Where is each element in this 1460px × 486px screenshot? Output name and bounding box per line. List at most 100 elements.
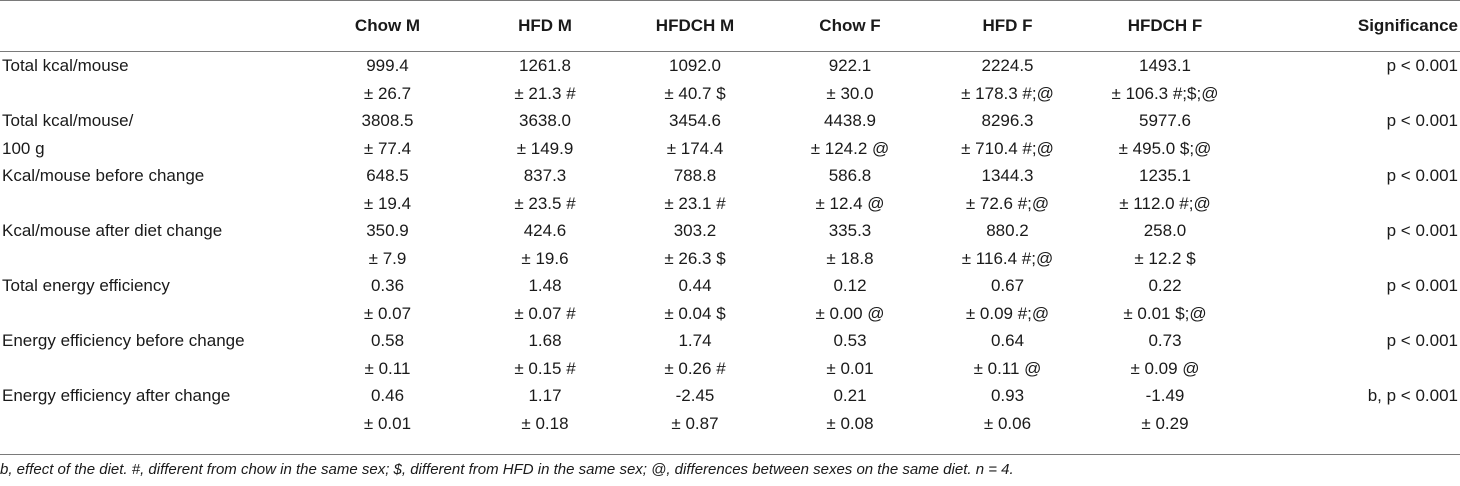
cell-sem: ± 12.4 @ xyxy=(815,193,885,213)
cell-mean: 2224.5 xyxy=(981,56,1034,75)
column-header-significance: Significance xyxy=(1357,16,1458,35)
cell-mean: 0.73 xyxy=(1148,331,1182,350)
cell-sem: ± 0.11 @ xyxy=(973,358,1042,378)
cell-mean: 8296.3 xyxy=(981,111,1034,130)
cell-sem: ± 495.0 $;@ xyxy=(1118,138,1212,158)
cell-sem: ± 0.87 xyxy=(671,413,719,433)
cell-sem: ± 0.09 #;@ xyxy=(965,303,1050,323)
row-label: Total energy efficiency xyxy=(2,276,170,295)
row-label: Total kcal/mouse xyxy=(2,56,129,75)
table-row-sem: 100 g ± 77.4 ± 149.9 ± 174.4 ± 124.2 @ ± 710.… xyxy=(0,135,1460,163)
cell-mean: 0.53 xyxy=(833,331,867,350)
column-header-chow-f: Chow F xyxy=(819,16,881,35)
row-label xyxy=(0,245,305,273)
column-header-hfdch-m: HFDCH M xyxy=(655,16,735,35)
cell-sem: ± 30.0 xyxy=(826,83,874,103)
table-row-mean: Total kcal/mouse 999.4 1261.8 1092.0 922.1 22… xyxy=(0,52,1460,80)
cell-mean: 1493.1 xyxy=(1139,56,1191,75)
cell-mean: 880.2 xyxy=(986,221,1029,240)
row-label xyxy=(0,80,305,108)
cell-mean: 350.9 xyxy=(366,221,409,240)
cell-mean: 1092.0 xyxy=(669,56,721,75)
cell-mean: 0.67 xyxy=(990,276,1025,295)
cell-sem: ± 112.0 #;@ xyxy=(1119,193,1211,213)
row-label: Kcal/mouse after diet change xyxy=(2,221,223,240)
cell-sem: ± 0.29 xyxy=(1141,413,1189,433)
cell-sem: ± 26.7 xyxy=(363,83,412,103)
cell-sem: ± 7.9 xyxy=(368,248,407,268)
cell-sem: ± 0.15 # xyxy=(514,358,576,378)
row-label xyxy=(0,410,305,438)
cell-mean: 5977.6 xyxy=(1139,111,1191,130)
cell-significance xyxy=(1245,190,1460,218)
cell-mean: 1.48 xyxy=(528,276,562,295)
cell-sem: ± 0.04 $ xyxy=(664,303,726,323)
cell-mean: 0.64 xyxy=(990,331,1025,350)
table-row-mean: Energy efficiency after change 0.46 1.17 -2… xyxy=(0,382,1460,410)
cell-sem: ± 19.6 xyxy=(521,248,569,268)
cell-sem: ± 174.4 xyxy=(666,138,724,158)
cell-sem: ± 72.6 #;@ xyxy=(965,193,1050,213)
cell-mean: 258.0 xyxy=(1143,221,1187,240)
cell-sem: ± 0.00 @ xyxy=(815,303,885,323)
table-row-mean: Kcal/mouse before change 648.5 837.3 788.8 5… xyxy=(0,162,1460,190)
table-row-sem: ± 19.4 ± 23.5 # ± 23.1 # ± 12.4 @ ± 72.6 #;@… xyxy=(0,190,1460,218)
table-row-mean: Kcal/mouse after diet change 350.9 424.6 30… xyxy=(0,217,1460,245)
cell-sem: ± 0.06 xyxy=(983,413,1032,433)
cell-significance: p < 0.001 xyxy=(1386,111,1458,130)
cell-mean: 0.36 xyxy=(370,276,405,295)
cell-sem: ± 116.4 #;@ xyxy=(961,248,1054,268)
column-header-hfd-f: HFD F xyxy=(982,16,1033,35)
cell-sem: ± 124.2 @ xyxy=(810,138,890,158)
cell-sem: ± 23.5 # xyxy=(514,193,576,213)
cell-mean: 1344.3 xyxy=(981,166,1034,185)
cell-mean: 648.5 xyxy=(366,166,409,185)
cell-mean: 1.68 xyxy=(528,331,562,350)
cell-sem: ± 178.3 #;@ xyxy=(961,83,1054,103)
cell-sem: ± 19.4 xyxy=(363,193,412,213)
cell-mean: 3638.0 xyxy=(519,111,571,130)
cell-sem: ± 0.18 xyxy=(521,413,569,433)
cell-mean: 1.74 xyxy=(678,331,712,350)
cell-significance: p < 0.001 xyxy=(1386,56,1458,75)
cell-significance xyxy=(1245,355,1460,383)
cell-mean: 586.8 xyxy=(828,166,872,185)
cell-sem: ± 149.9 xyxy=(516,138,574,158)
cell-sem: ± 0.01 xyxy=(826,358,874,378)
cell-mean: -2.45 xyxy=(675,386,715,405)
table-row-sem: ± 26.7 ± 21.3 # ± 40.7 $ ± 30.0 ± 178.3 #;@ ±… xyxy=(0,80,1460,108)
cell-mean: 0.22 xyxy=(1148,276,1182,295)
top-rule xyxy=(0,0,1460,1)
cell-mean: 1.17 xyxy=(528,386,562,405)
cell-mean: 837.3 xyxy=(523,166,567,185)
table-footnote: b, effect of the diet. #, different from… xyxy=(0,461,1014,478)
bottom-rule xyxy=(0,454,1460,455)
row-label: 100 g xyxy=(2,138,45,158)
cell-mean: 424.6 xyxy=(523,221,567,240)
cell-mean: 303.2 xyxy=(673,221,717,240)
column-header-chow-m: Chow M xyxy=(354,16,421,35)
cell-sem: ± 21.3 # xyxy=(514,83,576,103)
cell-significance xyxy=(1245,135,1460,163)
table-row-sem: ± 7.9 ± 19.6 ± 26.3 $ ± 18.8 ± 116.4 #;@ ± 12… xyxy=(0,245,1460,273)
cell-sem: ± 710.4 #;@ xyxy=(961,138,1054,158)
column-header-hfd-m: HFD M xyxy=(518,16,572,35)
table-body: Total kcal/mouse 999.4 1261.8 1092.0 922.1 22… xyxy=(0,52,1460,437)
cell-mean: 0.12 xyxy=(833,276,867,295)
cell-sem: ± 0.01 xyxy=(363,413,412,433)
cell-sem: ± 0.07 # xyxy=(514,303,576,323)
cell-mean: 0.93 xyxy=(990,386,1025,405)
table-row-mean: Total kcal/mouse/3808.5 3638.0 3454.6 4438.… xyxy=(0,107,1460,135)
cell-mean: 3454.6 xyxy=(669,111,721,130)
table-row-sem: ± 0.01 ± 0.18 ± 0.87 ± 0.08 ± 0.06 ± 0.29 xyxy=(0,410,1460,438)
table-row-sem: ± 0.11 ± 0.15 # ± 0.26 # ± 0.01 ± 0.11 @ ± 0.… xyxy=(0,355,1460,383)
table-row-mean: Energy efficiency before change 0.58 1.68 1… xyxy=(0,327,1460,355)
cell-sem: ± 12.2 $ xyxy=(1134,248,1196,268)
cell-sem: ± 0.26 # xyxy=(664,358,726,378)
cell-significance: b, p < 0.001 xyxy=(1367,386,1458,405)
cell-mean: 4438.9 xyxy=(824,111,876,130)
row-label: Kcal/mouse before change xyxy=(2,166,205,185)
cell-sem: ± 40.7 $ xyxy=(664,83,726,103)
cell-significance: p < 0.001 xyxy=(1386,276,1458,295)
table-row-sem: ± 0.07 ± 0.07 # ± 0.04 $ ± 0.00 @ ± 0.09 #;@… xyxy=(0,300,1460,328)
